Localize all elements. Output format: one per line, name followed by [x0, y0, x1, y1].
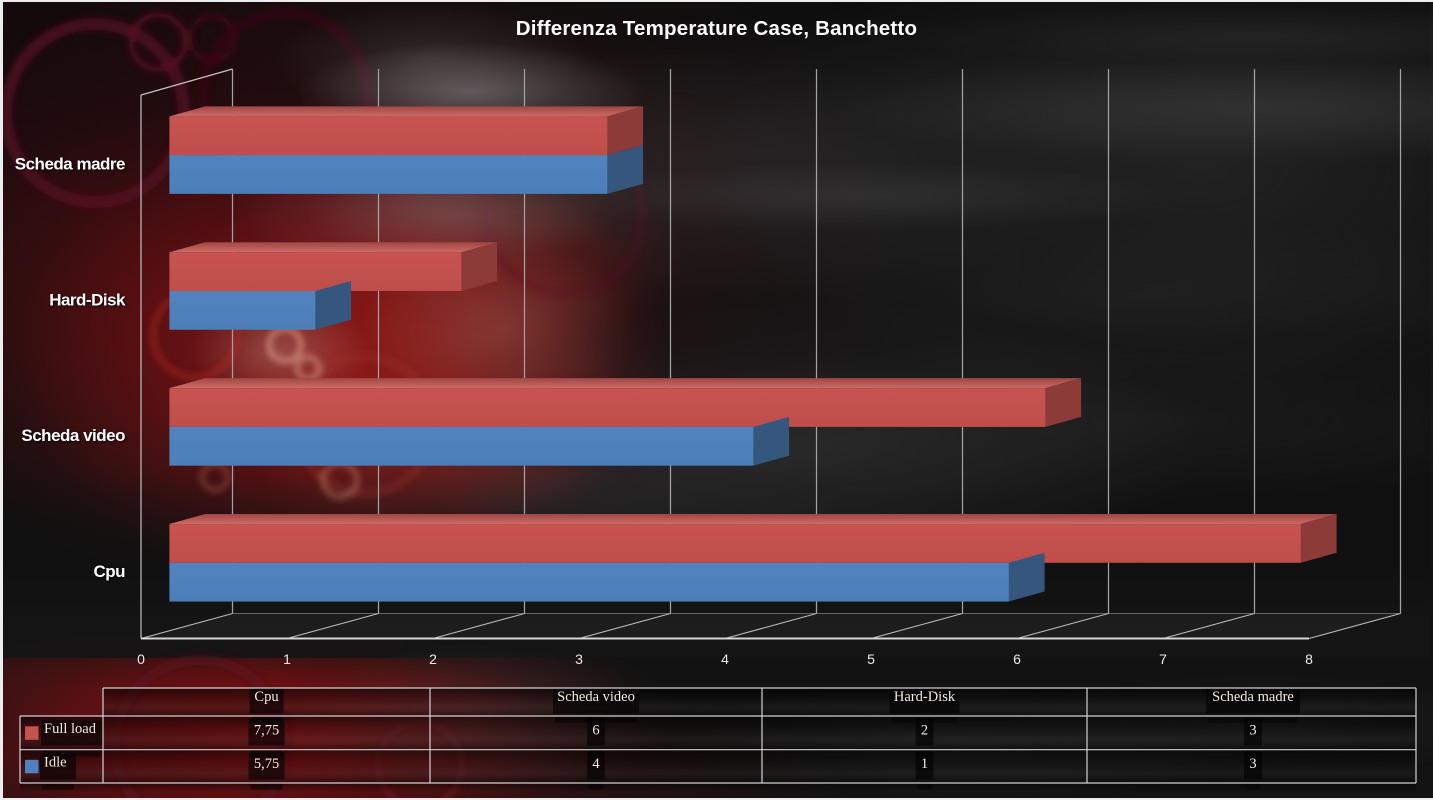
svg-text:Scheda video: Scheda video: [557, 689, 635, 705]
svg-text:6: 6: [592, 722, 599, 738]
svg-text:2: 2: [429, 651, 437, 667]
svg-text:3: 3: [1249, 756, 1256, 772]
svg-text:Cpu: Cpu: [93, 562, 125, 581]
svg-text:4: 4: [592, 756, 600, 772]
svg-text:6: 6: [1013, 651, 1021, 667]
svg-text:Hard-Disk: Hard-Disk: [894, 689, 956, 705]
svg-text:Cpu: Cpu: [254, 689, 278, 705]
svg-text:Hard-Disk: Hard-Disk: [49, 290, 126, 309]
svg-text:2: 2: [921, 722, 928, 738]
svg-text:3: 3: [575, 651, 583, 667]
svg-text:5: 5: [867, 651, 875, 667]
svg-text:Full load: Full load: [44, 721, 97, 737]
svg-text:1: 1: [921, 756, 928, 772]
svg-text:1: 1: [283, 651, 291, 667]
svg-text:Scheda madre: Scheda madre: [15, 154, 125, 173]
svg-text:Scheda video: Scheda video: [21, 426, 125, 445]
svg-text:Scheda madre: Scheda madre: [1212, 689, 1294, 705]
svg-text:7,75: 7,75: [254, 722, 279, 738]
svg-text:Idle: Idle: [44, 755, 67, 771]
svg-text:3: 3: [1249, 722, 1256, 738]
svg-text:8: 8: [1305, 651, 1313, 667]
svg-text:7: 7: [1159, 651, 1167, 667]
svg-text:5,75: 5,75: [254, 756, 279, 772]
svg-text:4: 4: [721, 651, 729, 667]
svg-text:0: 0: [137, 651, 145, 667]
